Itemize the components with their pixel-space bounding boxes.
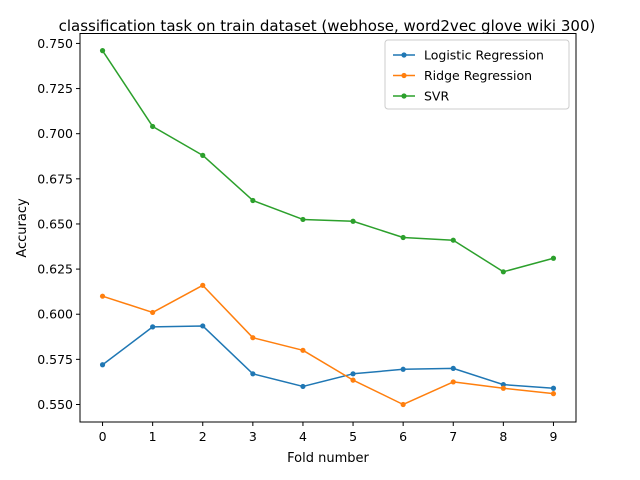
data-point-svr xyxy=(500,269,506,275)
x-axis-label: Fold number xyxy=(287,451,369,466)
data-point-logistic-regression xyxy=(99,362,106,368)
data-point-ridge-regression xyxy=(200,282,206,288)
series-line-svr xyxy=(101,50,554,273)
legend-label-svr: SVR xyxy=(424,89,449,104)
data-point-logistic-regression xyxy=(250,371,256,377)
y-tick-label: 0.725 xyxy=(37,81,73,96)
legend-marker-svr xyxy=(401,93,407,99)
data-point-svr xyxy=(450,237,456,243)
y-tick-label: 0.650 xyxy=(37,216,73,231)
data-point-svr xyxy=(300,216,306,223)
data-point-svr xyxy=(400,234,406,241)
legend-label-ridge-regression: Ridge Regression xyxy=(424,68,532,83)
series-line-ridge-regression xyxy=(102,284,554,406)
y-axis: 0.550 0.575 0.600 0.625 0.650 0.675 0.700 0.725… xyxy=(37,36,80,412)
plot-area xyxy=(99,48,557,408)
data-point-logistic-regression xyxy=(300,383,306,390)
x-tick-label: 9 xyxy=(549,429,557,444)
data-point-ridge-regression xyxy=(99,293,106,299)
x-tick-label: 2 xyxy=(199,429,207,444)
y-tick-label: 0.575 xyxy=(37,352,73,367)
y-tick-label: 0.600 xyxy=(37,307,73,322)
data-point-svr xyxy=(99,48,106,54)
y-tick-label: 0.550 xyxy=(37,397,73,412)
data-point-logistic-regression xyxy=(200,323,206,329)
data-point-ridge-regression xyxy=(350,377,356,383)
y-axis-label: Accuracy xyxy=(15,198,30,258)
data-point-logistic-regression xyxy=(350,371,356,377)
y-tick-label: 0.700 xyxy=(37,126,73,141)
data-point-svr xyxy=(550,255,557,261)
x-tick-label: 7 xyxy=(449,429,457,444)
data-point-svr xyxy=(200,152,206,158)
x-tick-label: 8 xyxy=(499,429,507,444)
x-tick-label: 4 xyxy=(299,429,307,444)
legend-label-logistic-regression: Logistic Regression xyxy=(424,48,544,63)
data-point-logistic-regression xyxy=(550,385,557,391)
data-point-ridge-regression xyxy=(300,347,306,353)
plot-frame xyxy=(79,33,577,423)
y-tick-label: 0.750 xyxy=(37,36,73,51)
x-tick-label: 0 xyxy=(99,429,107,444)
x-axis: 0 1 2 3 4 5 6 7 8 9 xyxy=(99,422,557,444)
data-point-ridge-regression xyxy=(450,379,456,385)
data-point-logistic-regression xyxy=(450,365,456,371)
legend-box xyxy=(384,39,570,110)
legend-marker-logistic-regression xyxy=(401,52,407,58)
x-tick-label: 1 xyxy=(149,429,157,444)
legend: Logistic Regression Ridge Regression SVR xyxy=(384,39,570,110)
data-point-logistic-regression xyxy=(400,366,406,372)
x-tick-label: 5 xyxy=(349,429,357,444)
data-point-ridge-regression xyxy=(250,335,256,341)
y-tick-label: 0.675 xyxy=(37,171,73,186)
data-point-ridge-regression xyxy=(500,385,506,391)
data-point-ridge-regression xyxy=(550,391,557,397)
x-tick-label: 6 xyxy=(399,429,407,444)
data-point-svr xyxy=(350,218,356,224)
data-point-svr xyxy=(250,197,256,204)
legend-marker-ridge-regression xyxy=(401,72,407,79)
x-tick-label: 3 xyxy=(249,429,257,444)
data-point-ridge-regression xyxy=(400,401,406,408)
series-line-logistic-regression xyxy=(102,325,554,389)
data-point-logistic-regression xyxy=(500,382,506,388)
chart-title: classification task on train dataset (we… xyxy=(59,17,596,35)
data-point-ridge-regression xyxy=(150,309,156,316)
data-point-svr xyxy=(150,123,156,130)
y-tick-label: 0.625 xyxy=(37,262,73,277)
data-point-logistic-regression xyxy=(150,324,156,330)
